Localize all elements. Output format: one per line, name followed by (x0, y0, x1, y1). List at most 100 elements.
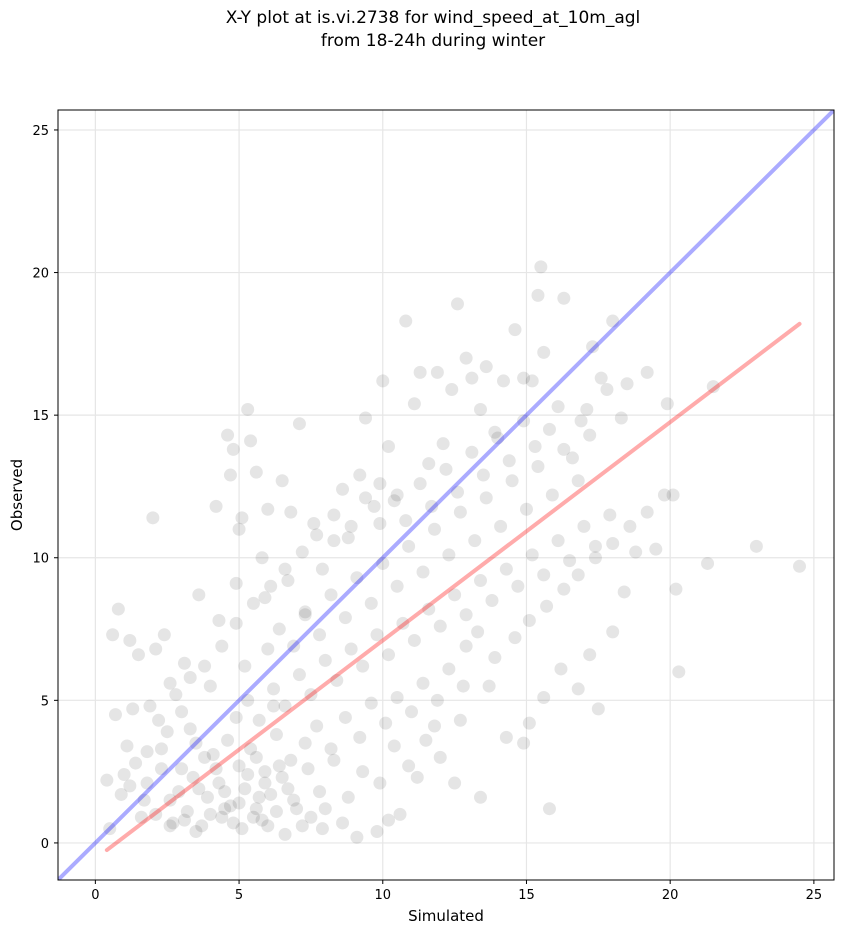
data-point (448, 588, 462, 602)
data-point (350, 571, 364, 585)
data-point (505, 474, 519, 488)
data-point (557, 442, 571, 456)
data-point (137, 793, 151, 807)
data-point (246, 810, 260, 824)
data-point (453, 713, 467, 727)
data-point (154, 762, 168, 776)
data-point (499, 730, 513, 744)
data-point (235, 822, 249, 836)
data-point (195, 819, 209, 833)
data-point (669, 582, 683, 596)
data-point (292, 668, 306, 682)
data-point (244, 742, 258, 756)
data-point (275, 770, 289, 784)
data-point (261, 819, 275, 833)
data-point (249, 465, 263, 479)
data-point (281, 782, 295, 796)
data-point (450, 485, 464, 499)
data-point (517, 414, 531, 428)
data-point (494, 519, 508, 533)
data-point (534, 260, 548, 274)
data-point (163, 819, 177, 833)
data-point (166, 816, 180, 830)
data-point (134, 810, 148, 824)
data-point (402, 759, 416, 773)
data-point (370, 825, 384, 839)
data-point (123, 633, 137, 647)
x-axis-label: Simulated (408, 907, 484, 925)
data-point (215, 639, 229, 653)
data-point (459, 351, 473, 365)
data-point (157, 628, 171, 642)
data-point (376, 374, 390, 388)
data-point (416, 565, 430, 579)
data-point (428, 719, 442, 733)
y-tick-label: 15 (32, 409, 49, 424)
y-tick-label: 20 (32, 267, 49, 282)
data-point (258, 765, 272, 779)
data-point (565, 451, 579, 465)
data-point (617, 585, 631, 599)
data-point (359, 411, 373, 425)
data-point (241, 402, 255, 416)
data-point (203, 807, 217, 821)
data-point (301, 762, 315, 776)
data-point (344, 519, 358, 533)
data-point (387, 494, 401, 508)
data-point (252, 713, 266, 727)
data-point (629, 545, 643, 559)
data-point (154, 742, 168, 756)
data-point (226, 442, 240, 456)
data-point (473, 574, 487, 588)
data-point (267, 699, 281, 713)
data-point (292, 417, 306, 431)
data-point (281, 574, 295, 588)
data-point (545, 488, 559, 502)
data-point (307, 517, 321, 531)
data-point (517, 736, 531, 750)
data-point (177, 813, 191, 827)
data-point (106, 628, 120, 642)
data-point (172, 785, 186, 799)
data-point (508, 631, 522, 645)
data-point (114, 787, 128, 801)
data-point (390, 488, 404, 502)
data-point (522, 613, 536, 627)
data-point (336, 482, 350, 496)
data-point (405, 705, 419, 719)
chart-title: X-Y plot at is.vi.2738 for wind_speed_at… (225, 8, 641, 28)
data-point (542, 802, 556, 816)
data-point (370, 628, 384, 642)
data-point (531, 288, 545, 302)
data-point (229, 710, 243, 724)
data-point (594, 371, 608, 385)
data-point (315, 562, 329, 576)
data-point (600, 382, 614, 396)
plot-frame (57, 109, 835, 881)
data-point (422, 602, 436, 616)
data-point (221, 733, 235, 747)
data-point (313, 785, 327, 799)
data-point (373, 477, 387, 491)
data-point (212, 613, 226, 627)
data-point (255, 813, 269, 827)
data-point (203, 679, 217, 693)
data-point (508, 323, 522, 337)
data-point (496, 374, 510, 388)
data-point (284, 505, 298, 519)
data-point (177, 656, 191, 670)
data-point (140, 745, 154, 759)
data-point (517, 371, 531, 385)
data-point (218, 802, 232, 816)
data-point (123, 779, 137, 793)
data-point (657, 488, 671, 502)
y-tick-label: 25 (32, 124, 49, 139)
data-point (338, 710, 352, 724)
data-point (338, 611, 352, 625)
data-point (275, 474, 289, 488)
data-point (252, 790, 266, 804)
data-point (583, 428, 597, 442)
data-point (189, 825, 203, 839)
data-point (111, 602, 125, 616)
